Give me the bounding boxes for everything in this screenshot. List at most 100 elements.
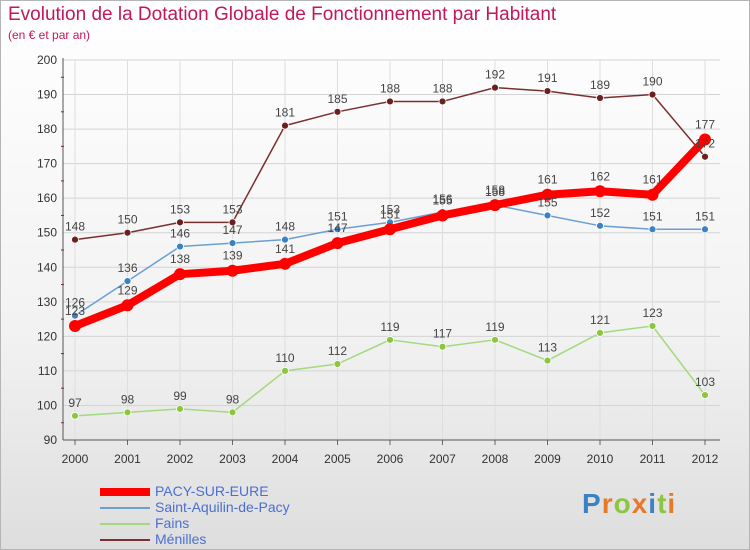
- data-label-pacy: 162: [590, 169, 610, 183]
- data-label-menilles: 189: [590, 78, 610, 92]
- data-label-pacy: 177: [695, 117, 715, 131]
- data-label-fains: 117: [433, 327, 452, 341]
- data-label-pacy: 139: [222, 249, 242, 263]
- data-label-menilles: 150: [117, 213, 137, 227]
- data-label-menilles: 192: [485, 68, 505, 82]
- data-point-saint-aquilin: [176, 242, 184, 251]
- data-label-saint-aquilin: 155: [537, 195, 557, 209]
- data-label-fains: 97: [68, 396, 82, 410]
- y-tick-label: 140: [37, 260, 57, 274]
- data-point-menilles: [176, 218, 184, 227]
- data-point-saint-aquilin: [281, 235, 289, 244]
- data-point-fains: [386, 335, 394, 344]
- data-point-pacy: [489, 199, 501, 212]
- x-tick-label: 2012: [692, 452, 719, 466]
- data-label-pacy: 141: [275, 242, 295, 256]
- data-label-menilles: 190: [642, 75, 662, 89]
- data-label-menilles: 181: [275, 106, 295, 120]
- data-point-fains: [176, 405, 184, 413]
- data-point-saint-aquilin: [648, 225, 657, 234]
- data-label-fains: 113: [538, 341, 557, 355]
- data-label-pacy: 161: [537, 173, 557, 187]
- data-label-saint-aquilin: 153: [380, 202, 400, 216]
- data-label-saint-aquilin: 151: [327, 209, 347, 223]
- data-label-fains: 98: [121, 392, 135, 406]
- data-point-fains: [543, 356, 552, 365]
- data-point-menilles: [491, 83, 499, 92]
- data-point-menilles: [386, 97, 394, 106]
- data-label-fains: 98: [226, 392, 240, 406]
- data-label-fains: 121: [590, 313, 610, 327]
- proxiti-logo: Proxiti: [582, 488, 676, 520]
- data-label-saint-aquilin: 126: [65, 296, 85, 310]
- data-point-saint-aquilin: [596, 221, 604, 230]
- data-label-saint-aquilin: 158: [485, 185, 505, 199]
- data-label-saint-aquilin: 151: [642, 209, 662, 223]
- x-tick-label: 2001: [114, 452, 141, 466]
- data-point-menilles: [438, 97, 447, 106]
- data-point-menilles: [123, 228, 132, 237]
- legend-label-fains: Fains: [155, 515, 190, 531]
- data-point-pacy: [646, 188, 659, 201]
- data-point-menilles: [333, 107, 342, 116]
- data-label-fains: 110: [275, 351, 294, 365]
- data-point-pacy: [279, 257, 291, 270]
- x-tick-label: 2003: [219, 452, 246, 466]
- x-tick-label: 2007: [429, 452, 456, 466]
- data-point-pacy: [331, 237, 344, 250]
- data-label-saint-aquilin: 136: [117, 261, 137, 275]
- x-tick-label: 2010: [587, 452, 614, 466]
- data-point-pacy: [699, 133, 711, 146]
- data-point-fains: [491, 335, 499, 344]
- legend-label-saint-aquilin: Saint-Aquilin-de-Pacy: [155, 499, 290, 515]
- chart-subtitle: (en € et par an): [8, 28, 91, 42]
- data-point-fains: [438, 342, 447, 351]
- data-point-menilles: [648, 90, 657, 99]
- y-tick-label: 120: [37, 329, 57, 343]
- data-label-menilles: 153: [170, 202, 190, 216]
- data-label-saint-aquilin: 152: [590, 206, 610, 220]
- data-point-menilles: [701, 152, 709, 161]
- data-label-pacy: 123: [65, 304, 85, 318]
- data-point-saint-aquilin: [543, 211, 552, 220]
- data-label-menilles: 185: [327, 92, 347, 106]
- y-tick-label: 100: [37, 398, 57, 412]
- logo-letter: r: [601, 488, 614, 519]
- x-tick-label: 2006: [377, 452, 404, 466]
- data-point-menilles: [543, 87, 552, 95]
- logo-letter: t: [657, 488, 668, 519]
- data-label-fains: 99: [173, 389, 187, 403]
- data-label-pacy: 151: [380, 207, 400, 221]
- data-point-menilles: [596, 94, 604, 102]
- data-point-menilles: [281, 121, 289, 130]
- logo-letter: x: [631, 488, 649, 519]
- y-tick-label: 200: [37, 53, 57, 67]
- data-label-fains: 103: [695, 375, 715, 389]
- data-label-menilles: 191: [537, 71, 557, 85]
- data-point-pacy: [174, 268, 186, 281]
- x-tick-label: 2004: [272, 452, 299, 466]
- chart-title: Evolution de la Dotation Globale de Fonc…: [8, 4, 557, 25]
- data-label-pacy: 138: [170, 252, 190, 266]
- y-tick-label: 170: [37, 157, 57, 171]
- data-point-pacy: [121, 299, 134, 312]
- data-point-fains: [281, 367, 289, 375]
- data-label-pacy: 158: [485, 183, 505, 197]
- x-tick-label: 2009: [534, 452, 561, 466]
- data-label-fains: 112: [328, 344, 347, 358]
- data-label-saint-aquilin: 147: [222, 223, 242, 237]
- logo-letter: i: [648, 488, 658, 519]
- y-tick-label: 150: [37, 226, 57, 240]
- data-point-saint-aquilin: [123, 277, 132, 285]
- x-tick-label: 2008: [482, 452, 509, 466]
- data-label-menilles: 148: [65, 220, 85, 234]
- data-point-pacy: [226, 264, 239, 277]
- legend-label-menilles: Ménilles: [155, 531, 207, 547]
- data-point-fains: [71, 411, 79, 420]
- data-label-saint-aquilin: 148: [275, 220, 295, 234]
- y-tick-label: 160: [37, 191, 57, 205]
- data-point-fains: [228, 408, 237, 417]
- y-tick-label: 180: [37, 122, 57, 136]
